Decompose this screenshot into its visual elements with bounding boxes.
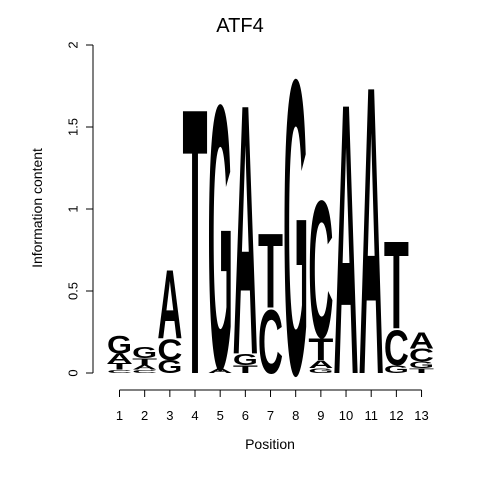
- position-8-stack: G: [283, 0, 308, 463]
- logo-letter-A: A: [308, 358, 333, 370]
- logo-letter-A: A: [334, 24, 359, 456]
- logo-letter-T: T: [183, 30, 208, 455]
- y-tick-label: 2: [65, 41, 80, 48]
- logo-letter-T: T: [258, 212, 283, 331]
- logo-letter-T: T: [308, 331, 333, 367]
- x-tick-label: 3: [166, 408, 173, 423]
- x-tick-label: 9: [317, 408, 324, 423]
- x-tick-label: 8: [292, 408, 299, 423]
- x-tick-label: 1: [116, 408, 123, 423]
- logo-letter-C: C: [157, 333, 182, 366]
- logo-letter-G: G: [107, 332, 132, 360]
- y-tick-label: 1: [65, 205, 80, 212]
- y-axis-label: Information content: [29, 148, 45, 268]
- logo-letter-A: A: [132, 364, 157, 372]
- y-tick-label: 0: [65, 369, 80, 376]
- logo-letter-T: T: [409, 367, 434, 375]
- logo-letter-C: C: [409, 345, 434, 365]
- x-tick-label: 12: [389, 408, 403, 423]
- x-tick-label: 6: [242, 408, 249, 423]
- x-tick-label: 2: [141, 408, 148, 423]
- logo-letter-T: T: [384, 216, 409, 356]
- position-10-stack: A: [334, 24, 359, 456]
- logo-letter-T: T: [132, 357, 157, 367]
- x-tick-label: 7: [267, 408, 274, 423]
- x-tick-label: 11: [364, 408, 378, 423]
- x-axis: 1 2 3 4 5 6 7 8 9 10 11 12 13: [116, 389, 429, 423]
- logo-letter-A: A: [157, 251, 182, 360]
- logo-letter-C: C: [384, 321, 409, 377]
- position-5-stack: AG: [208, 26, 233, 449]
- logo-letter-C: C: [258, 291, 283, 393]
- logo-letter-A: A: [208, 367, 233, 375]
- logo-letter-T: T: [233, 363, 259, 376]
- logo-letter-A: A: [107, 351, 132, 367]
- logo-letter-G: G: [233, 351, 258, 369]
- logo-letter-C: C: [308, 160, 333, 379]
- position-6-stack: TGA: [233, 30, 259, 430]
- y-axis: 0 0.5 1 1.5 2: [65, 41, 94, 377]
- logo-letter-G: G: [283, 0, 308, 463]
- y-tick-label: 1.5: [65, 118, 80, 136]
- logo-letter-G: G: [157, 356, 182, 377]
- logo-letter-G: G: [409, 360, 434, 370]
- x-tick-label: 13: [414, 408, 428, 423]
- position-3-stack: GCA: [157, 251, 182, 378]
- logo-letter-G: G: [308, 367, 333, 375]
- logo-letter-G: G: [384, 363, 409, 376]
- logo-letter-A: A: [409, 328, 434, 354]
- logo-letter-G: G: [208, 26, 233, 449]
- logo-letter-C: C: [107, 369, 132, 374]
- position-12-stack: GCT: [384, 216, 409, 377]
- logo-letter-G: G: [132, 344, 157, 362]
- logo-letter-T: T: [107, 362, 132, 372]
- position-7-stack: CT: [258, 212, 283, 393]
- logo-letter-A: A: [233, 30, 258, 430]
- x-axis-label: Position: [245, 436, 295, 452]
- logo-letter-A: A: [359, 0, 384, 460]
- x-tick-label: 4: [191, 408, 198, 423]
- position-4-stack: T: [183, 30, 208, 455]
- chart-title: ATF4: [216, 15, 263, 37]
- y-tick-label: 0.5: [65, 282, 80, 300]
- position-11-stack: A: [359, 0, 384, 460]
- logo-letter-C: C: [132, 369, 157, 374]
- x-tick-label: 10: [339, 408, 353, 423]
- x-tick-label: 5: [217, 408, 224, 423]
